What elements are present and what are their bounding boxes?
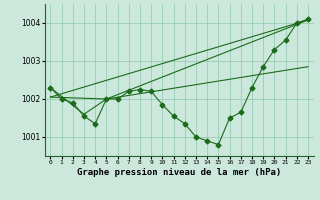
X-axis label: Graphe pression niveau de la mer (hPa): Graphe pression niveau de la mer (hPa) — [77, 168, 281, 177]
